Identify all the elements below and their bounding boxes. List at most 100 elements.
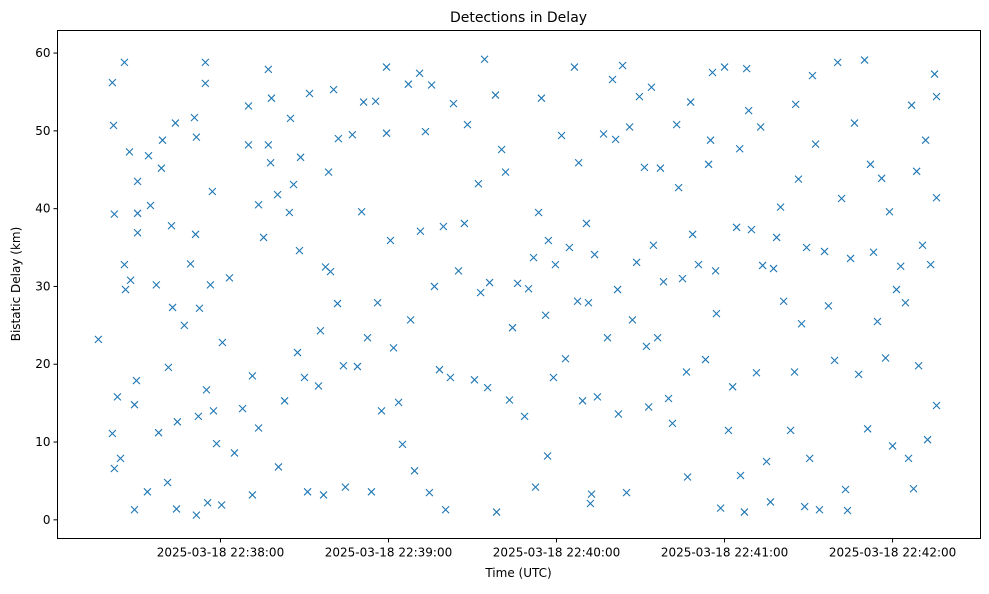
- data-point-47: [209, 407, 218, 415]
- data-point-19: [143, 487, 152, 496]
- data-point-253: [923, 435, 932, 444]
- y-tick-label: 10: [35, 435, 50, 449]
- data-point-187: [701, 355, 710, 364]
- data-point-215: [791, 100, 800, 109]
- data-point-203: [747, 225, 756, 234]
- data-point-189: [706, 136, 715, 145]
- data-point-110: [427, 81, 436, 89]
- x-tick-label: 2025-03-18 22:42:00: [829, 546, 956, 560]
- data-point-245: [901, 298, 910, 307]
- data-point-93: [367, 487, 376, 496]
- data-point-159: [608, 75, 617, 84]
- x-axis-label: Time (UTC): [484, 566, 551, 580]
- data-point-214: [790, 368, 799, 376]
- data-point-240: [881, 354, 890, 362]
- data-point-256: [932, 193, 941, 202]
- data-point-73: [296, 153, 305, 162]
- data-point-129: [501, 168, 510, 176]
- data-point-201: [742, 64, 751, 73]
- data-point-166: [628, 316, 637, 324]
- data-point-167: [632, 258, 641, 267]
- data-point-157: [599, 130, 608, 138]
- data-point-150: [578, 396, 587, 405]
- data-point-105: [410, 466, 419, 475]
- data-point-102: [398, 440, 407, 449]
- data-point-101: [394, 398, 403, 407]
- data-point-21: [146, 201, 155, 210]
- data-point-0: [94, 335, 103, 344]
- data-point-89: [353, 362, 362, 371]
- data-point-160: [611, 135, 620, 144]
- data-point-1: [108, 78, 117, 87]
- data-point-126: [491, 91, 500, 99]
- data-point-24: [157, 164, 166, 173]
- data-point-112: [435, 365, 444, 374]
- data-point-92: [363, 333, 372, 342]
- data-point-213: [786, 426, 795, 435]
- data-point-174: [653, 333, 662, 342]
- data-point-226: [830, 356, 839, 365]
- data-point-109: [425, 488, 434, 497]
- data-point-115: [446, 373, 455, 382]
- data-point-58: [254, 200, 263, 209]
- data-point-255: [930, 70, 939, 78]
- data-point-7: [116, 454, 125, 463]
- data-point-149: [574, 158, 583, 167]
- y-axis-ticks: 0 10 20 30 40 50 60: [35, 46, 58, 527]
- data-point-56: [248, 372, 257, 380]
- data-point-61: [264, 65, 273, 74]
- data-point-223: [815, 505, 824, 514]
- data-point-196: [728, 382, 737, 391]
- data-point-153: [586, 499, 595, 508]
- data-point-146: [565, 243, 574, 252]
- data-point-6: [113, 393, 122, 401]
- data-point-136: [531, 483, 540, 492]
- data-point-200: [740, 508, 749, 516]
- data-point-64: [267, 94, 276, 103]
- data-point-74: [300, 373, 309, 382]
- data-point-225: [824, 302, 833, 310]
- data-point-97: [382, 63, 391, 71]
- data-point-45: [206, 281, 215, 289]
- data-point-43: [202, 386, 211, 394]
- data-point-41: [201, 58, 210, 67]
- data-point-88: [348, 130, 357, 139]
- data-point-131: [508, 323, 517, 332]
- data-point-145: [561, 354, 570, 363]
- data-point-12: [126, 276, 135, 285]
- data-point-165: [625, 123, 634, 131]
- data-point-124: [483, 383, 492, 392]
- data-point-143: [551, 260, 560, 269]
- data-point-71: [293, 348, 302, 357]
- data-point-151: [582, 219, 591, 228]
- data-point-170: [642, 342, 651, 351]
- data-point-244: [896, 262, 905, 271]
- data-point-184: [686, 98, 695, 106]
- data-point-195: [724, 426, 733, 435]
- data-point-94: [371, 97, 380, 106]
- data-point-169: [640, 163, 649, 172]
- data-point-230: [843, 506, 852, 515]
- data-point-179: [672, 120, 681, 129]
- data-point-147: [570, 63, 579, 71]
- x-tick-label: 2025-03-18 22:41:00: [661, 546, 788, 560]
- data-point-172: [647, 83, 656, 92]
- data-point-67: [280, 396, 289, 405]
- data-point-135: [529, 253, 538, 262]
- data-point-237: [869, 248, 878, 257]
- data-point-192: [712, 309, 721, 318]
- data-point-87: [341, 483, 350, 492]
- data-point-104: [406, 316, 415, 324]
- data-point-79: [319, 491, 328, 499]
- data-point-32: [173, 417, 182, 426]
- data-point-128: [497, 145, 506, 154]
- data-point-205: [756, 123, 765, 131]
- data-point-30: [171, 119, 180, 127]
- data-point-191: [711, 266, 720, 275]
- data-point-211: [776, 203, 785, 211]
- data-point-68: [285, 208, 294, 217]
- y-tick-label: 40: [35, 202, 50, 216]
- data-point-72: [295, 246, 304, 255]
- y-tick-label: 60: [35, 46, 50, 60]
- data-point-141: [544, 236, 553, 245]
